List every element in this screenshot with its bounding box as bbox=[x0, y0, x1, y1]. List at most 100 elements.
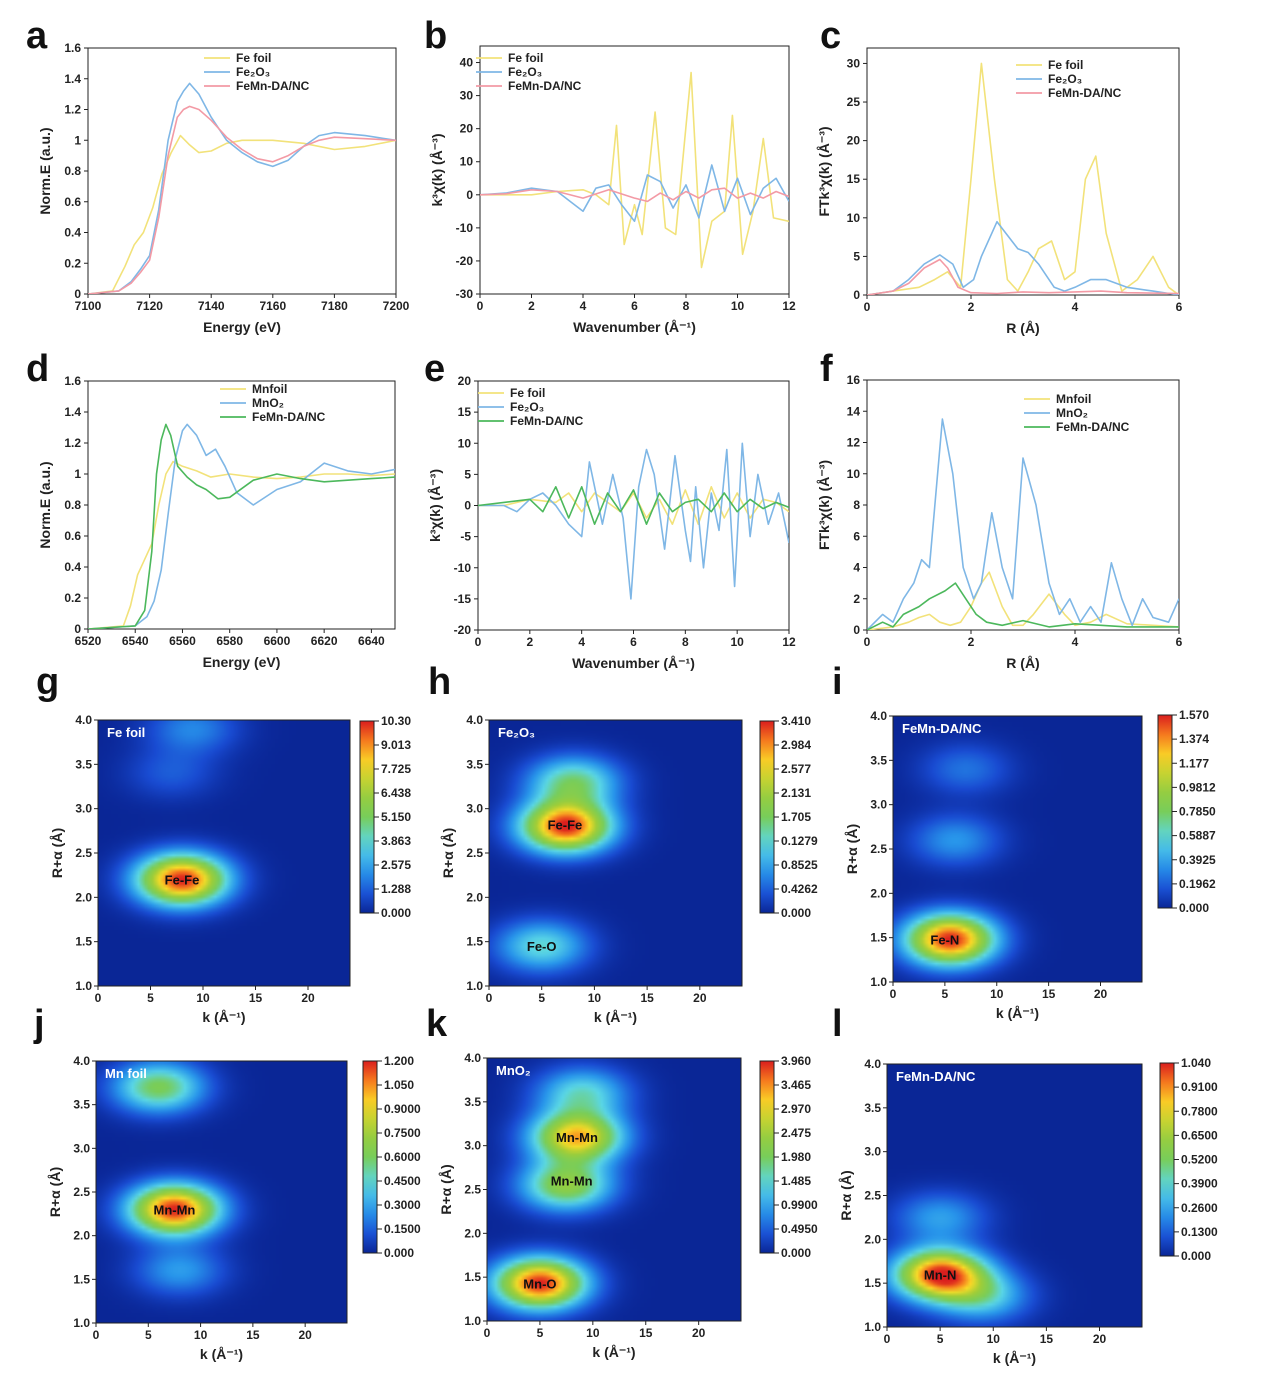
series-line bbox=[867, 62, 1179, 295]
colorbar-tick-label: 1.570 bbox=[1179, 708, 1209, 722]
y-tick-label: 1.5 bbox=[73, 1272, 90, 1286]
y-tick-label: 1.5 bbox=[466, 935, 483, 949]
y-tick-label: 8 bbox=[853, 498, 860, 512]
legend-label: Fe foil bbox=[510, 386, 545, 400]
y-tick-label: 1.0 bbox=[870, 975, 887, 989]
x-tick-label: 7180 bbox=[321, 299, 348, 313]
colorbar bbox=[1157, 714, 1173, 909]
colorbar-tick-label: 0.1500 bbox=[384, 1222, 421, 1236]
x-tick-label: 2 bbox=[528, 299, 535, 313]
panel-letter: j bbox=[33, 1003, 45, 1045]
y-axis-label: R+α (Å) bbox=[440, 828, 456, 878]
y-axis-label: FTk³χ(k) (Å⁻³) bbox=[816, 460, 832, 550]
x-tick-label: 7120 bbox=[136, 299, 163, 313]
x-axis-label: R (Å) bbox=[1006, 320, 1039, 336]
colorbar-tick-label: 3.410 bbox=[781, 714, 811, 728]
series-line bbox=[88, 134, 396, 294]
series-line bbox=[478, 442, 789, 600]
y-tick-label: 4 bbox=[853, 561, 860, 575]
panel-a: a 7100 7120 7140 7160 7180 7200 0 0.2 0.4 0.6 0.8 1 1… bbox=[26, 15, 410, 335]
y-tick-label: 0.8 bbox=[64, 498, 81, 512]
x-tick-label: 0 bbox=[477, 299, 484, 313]
y-tick-label: 0 bbox=[74, 287, 81, 301]
x-axis-label: R (Å) bbox=[1006, 655, 1039, 671]
y-tick-label: -5 bbox=[460, 530, 471, 544]
colorbar-tick-label: 0.9100 bbox=[1181, 1080, 1218, 1094]
legend-label: Fe₂O₃ bbox=[236, 65, 270, 79]
peak-label: Fe-Fe bbox=[165, 873, 200, 888]
legend-label: MnO₂ bbox=[252, 396, 284, 410]
x-tick-label: 20 bbox=[693, 991, 707, 1005]
x-tick-label: 0 bbox=[890, 987, 897, 1001]
y-tick-label: 15 bbox=[847, 172, 861, 186]
y-tick-label: 10 bbox=[847, 467, 861, 481]
y-tick-label: 2.0 bbox=[864, 1232, 881, 1246]
x-tick-label: 7200 bbox=[383, 299, 410, 313]
x-axis-label: k (Å⁻¹) bbox=[202, 1009, 245, 1025]
y-tick-label: 5 bbox=[853, 249, 860, 263]
y-axis-label: R+α (Å) bbox=[838, 1170, 854, 1220]
colorbar-tick-label: 0.7500 bbox=[384, 1126, 421, 1140]
x-tick-label: 6540 bbox=[122, 634, 149, 648]
x-tick-label: 15 bbox=[249, 991, 263, 1005]
x-axis-label: k (Å⁻¹) bbox=[993, 1350, 1036, 1366]
y-tick-label: 10 bbox=[458, 436, 472, 450]
x-tick-label: 6520 bbox=[75, 634, 102, 648]
colorbar-tick-label: 1.177 bbox=[1179, 756, 1209, 770]
y-tick-label: 0.8 bbox=[64, 164, 81, 178]
legend-label: MnO₂ bbox=[1056, 406, 1088, 420]
series-line bbox=[88, 105, 396, 294]
colorbar-tick-label: 1.485 bbox=[781, 1174, 811, 1188]
y-tick-label: 0 bbox=[853, 623, 860, 637]
colorbar-tick-label: 1.288 bbox=[381, 882, 411, 896]
y-tick-label: 3.5 bbox=[73, 1098, 90, 1112]
x-tick-label: 6640 bbox=[358, 634, 385, 648]
colorbar-tick-label: 2.984 bbox=[781, 738, 811, 752]
panel-letter: a bbox=[26, 15, 48, 57]
panel-i: i 0 5 10 15 20 1.0 1.5 2.0 2.5 3.0 3.5 4.0 k (Å⁻¹) R+α… bbox=[832, 661, 1216, 1021]
y-tick-label: 1.4 bbox=[64, 405, 81, 419]
x-tick-label: 6 bbox=[630, 635, 637, 649]
x-axis-label: Energy (eV) bbox=[203, 319, 281, 335]
y-tick-label: 0.4 bbox=[64, 226, 81, 240]
legend-label: FeMn-DA/NC bbox=[1056, 420, 1130, 434]
colorbar-tick-label: 0.4950 bbox=[781, 1222, 818, 1236]
y-tick-label: 2 bbox=[853, 592, 860, 606]
x-tick-label: 7100 bbox=[75, 299, 102, 313]
y-tick-label: 3.0 bbox=[870, 798, 887, 812]
x-tick-label: 20 bbox=[1094, 987, 1108, 1001]
colorbar-tick-label: 0.000 bbox=[781, 1246, 811, 1260]
legend-label: Mnfoil bbox=[1056, 392, 1091, 406]
y-tick-label: 2.5 bbox=[864, 1189, 881, 1203]
y-axis-label: R+α (Å) bbox=[49, 828, 65, 878]
panel-letter: c bbox=[820, 15, 841, 57]
wavelet-heatmap bbox=[489, 720, 742, 986]
legend-label: Mnfoil bbox=[252, 382, 287, 396]
colorbar-tick-label: 0.5887 bbox=[1179, 829, 1216, 843]
y-tick-label: 0.2 bbox=[64, 591, 81, 605]
colorbar-tick-label: 0.000 bbox=[1179, 901, 1209, 915]
y-tick-label: 3.5 bbox=[464, 1095, 481, 1109]
legend-label: Fe foil bbox=[1048, 58, 1083, 72]
y-tick-label: 0 bbox=[853, 288, 860, 302]
x-axis-label: k (Å⁻¹) bbox=[594, 1009, 637, 1025]
colorbar bbox=[759, 1060, 775, 1254]
colorbar-tick-label: 0.9900 bbox=[781, 1198, 818, 1212]
y-tick-label: 30 bbox=[460, 89, 474, 103]
y-tick-label: 4.0 bbox=[466, 713, 483, 727]
y-tick-label: 1.0 bbox=[75, 979, 92, 993]
colorbar-tick-label: 3.960 bbox=[781, 1054, 811, 1068]
panel-l: l 0 5 10 15 20 1.0 1.5 2.0 2.5 3.0 3.5 4.0 k (Å⁻¹) R+α… bbox=[832, 1003, 1218, 1366]
x-tick-label: 2 bbox=[526, 635, 533, 649]
y-tick-label: 0.4 bbox=[64, 560, 81, 574]
y-tick-label: 2.0 bbox=[870, 886, 887, 900]
y-tick-label: -30 bbox=[456, 287, 474, 301]
wavelet-heatmap bbox=[96, 1061, 347, 1323]
series-line bbox=[867, 220, 1179, 295]
series-line bbox=[88, 82, 396, 294]
x-tick-label: 20 bbox=[1093, 1332, 1107, 1346]
panel-title: FeMn-DA/NC bbox=[902, 721, 982, 736]
plot-frame bbox=[866, 47, 1180, 296]
panel-title: FeMn-DA/NC bbox=[896, 1069, 976, 1084]
colorbar-tick-label: 5.150 bbox=[381, 810, 411, 824]
